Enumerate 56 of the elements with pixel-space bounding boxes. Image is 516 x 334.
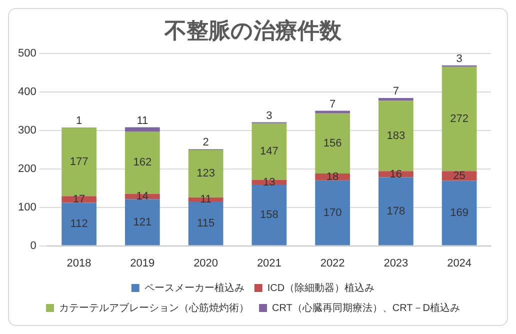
data-label: 158 xyxy=(260,209,278,222)
data-label: 169 xyxy=(450,207,468,220)
y-tick-label: 500 xyxy=(18,47,36,60)
y-tick-label: 100 xyxy=(18,201,36,214)
data-label: 3 xyxy=(266,110,272,122)
bar xyxy=(442,180,477,246)
y-tick-label: 300 xyxy=(18,124,36,136)
data-label: 121 xyxy=(133,216,152,228)
data-label: 183 xyxy=(386,130,406,142)
bar xyxy=(62,128,96,196)
x-tick-label: 2018 xyxy=(66,257,92,270)
data-label: 11 xyxy=(136,114,148,127)
data-label: 162 xyxy=(133,156,152,169)
data-label: 7 xyxy=(392,86,399,98)
y-tick-label: 400 xyxy=(18,86,36,98)
x-tick-label: 2023 xyxy=(384,257,408,270)
data-label: 112 xyxy=(70,218,88,230)
data-label: 178 xyxy=(386,205,406,218)
bar xyxy=(315,110,350,114)
data-label: 115 xyxy=(197,217,215,230)
data-label: 170 xyxy=(323,206,342,219)
x-tick-label: 2020 xyxy=(194,257,218,270)
bar xyxy=(188,202,224,246)
data-label: 123 xyxy=(196,168,215,180)
bar xyxy=(315,113,350,174)
data-label: 7 xyxy=(329,98,336,110)
bar xyxy=(124,199,160,246)
data-label: 2 xyxy=(202,136,209,149)
x-tick-label: 2019 xyxy=(130,257,155,270)
data-label: 147 xyxy=(260,146,278,158)
bar xyxy=(62,202,96,246)
legend-label: ペースメーカー植込み xyxy=(144,282,244,294)
data-label: 25 xyxy=(453,170,466,182)
data-label: 18 xyxy=(326,170,339,183)
chart-title: 不整脈の治療件数 xyxy=(164,18,342,44)
data-label: 1 xyxy=(76,115,82,128)
legend-label: カテーテルアブレーション（心筋焼灼術） xyxy=(59,302,250,314)
data-label: 272 xyxy=(450,112,468,125)
bar xyxy=(442,66,477,172)
data-label: 17 xyxy=(72,193,86,206)
y-tick-label: 0 xyxy=(30,240,36,252)
bar xyxy=(378,100,414,172)
data-label: 177 xyxy=(70,156,88,168)
y-tick-label: 200 xyxy=(18,162,36,175)
bar xyxy=(315,180,350,246)
legend-label: CRT（心臓再同期療法）、CRT－D植込み xyxy=(272,302,460,314)
x-tick-label: 2021 xyxy=(256,257,282,270)
legend-label: ICD（除細動器）植込み xyxy=(267,282,375,294)
bar xyxy=(252,185,287,246)
x-tick-label: 2024 xyxy=(447,257,472,270)
data-label: 3 xyxy=(456,52,462,65)
bar xyxy=(124,127,160,132)
x-tick-label: 2022 xyxy=(320,257,345,270)
bar xyxy=(378,177,414,246)
data-label: 156 xyxy=(323,137,342,150)
bar xyxy=(378,98,414,101)
